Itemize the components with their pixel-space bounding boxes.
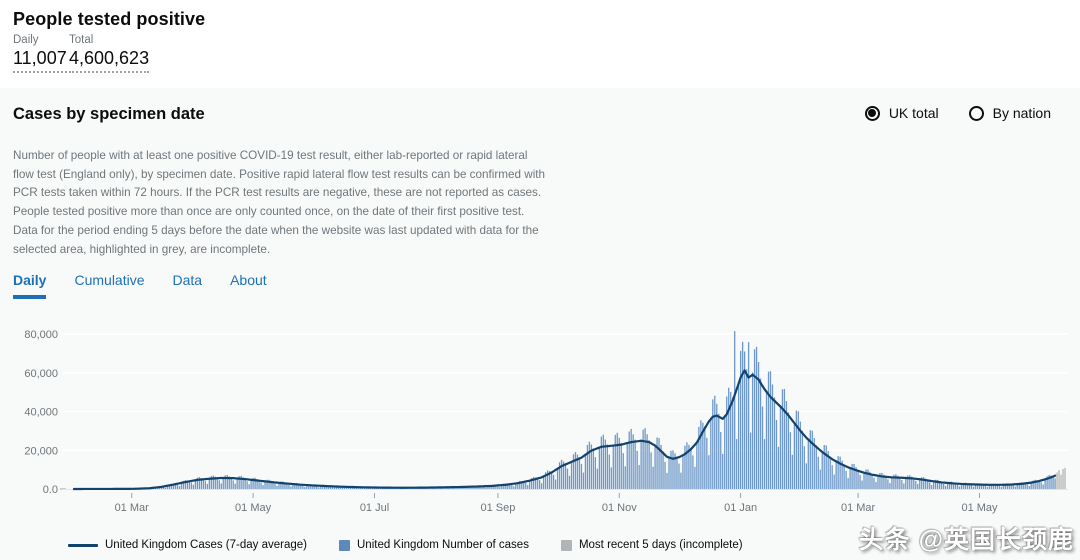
area-toggle-group: UK total By nation xyxy=(864,105,1051,121)
cases-card: Cases by specimen date UK total By natio… xyxy=(0,88,1080,560)
metric-daily: Daily 11,007 xyxy=(13,34,67,73)
legend-item-average-line: United Kingdom Cases (7-day average) xyxy=(68,539,307,551)
svg-text:0.0: 0.0 xyxy=(43,484,58,496)
svg-text:01 Mar: 01 Mar xyxy=(841,502,876,514)
svg-text:01 May: 01 May xyxy=(235,502,272,514)
cases-chart[interactable]: 0.0 20,000 40,000 60,000 80,000 01 Mar 01 May 0… xyxy=(0,314,1080,528)
radio-by-nation[interactable]: By nation xyxy=(968,105,1051,121)
legend-cases-label: United Kingdom Number of cases xyxy=(357,539,529,551)
tab-daily[interactable]: Daily xyxy=(13,272,47,299)
svg-text:01 May: 01 May xyxy=(961,502,998,514)
tab-data[interactable]: Data xyxy=(172,272,203,288)
card-title: Cases by specimen date xyxy=(13,105,205,123)
svg-text:01 Mar: 01 Mar xyxy=(115,502,150,514)
chart-description: Number of people with at least one posit… xyxy=(13,149,546,256)
metric-total: Total 4,600,623 xyxy=(69,34,150,73)
legend-incomplete-swatch-icon xyxy=(560,539,572,551)
summary-header: People tested positive Daily 11,007 Tota… xyxy=(0,0,1080,88)
radio-uk-total-icon[interactable] xyxy=(864,105,880,121)
svg-text:01 Jan: 01 Jan xyxy=(724,502,757,514)
legend-item-cases-bars: United Kingdom Number of cases xyxy=(339,539,529,551)
chart-bars-series[interactable] xyxy=(127,331,1066,490)
svg-text:20,000: 20,000 xyxy=(24,445,58,457)
legend-incomplete-label: Most recent 5 days (incomplete) xyxy=(578,539,743,551)
svg-text:80,000: 80,000 xyxy=(24,329,58,341)
chart-average-line-series[interactable] xyxy=(72,369,1057,491)
watermark: 头条 @英国长颈鹿 xyxy=(858,526,1074,554)
svg-text:40,000: 40,000 xyxy=(24,407,58,419)
svg-text:01 Jul: 01 Jul xyxy=(360,502,389,514)
metric-total-label: Total xyxy=(69,34,94,46)
chart-axes: 0.0 20,000 40,000 60,000 80,000 01 Mar 01 May 0… xyxy=(24,329,1068,514)
page-title: People tested positive xyxy=(13,9,206,29)
svg-text:60,000: 60,000 xyxy=(24,368,58,380)
tab-bar: Daily Cumulative Data About xyxy=(13,272,267,299)
radio-uk-total-label: UK total xyxy=(888,105,939,121)
metric-daily-value[interactable]: 11,007 xyxy=(13,48,67,73)
legend-line-swatch-icon xyxy=(68,543,98,547)
metric-total-value[interactable]: 4,600,623 xyxy=(69,48,150,73)
tab-cumulative[interactable]: Cumulative xyxy=(74,272,145,288)
svg-text:01 Sep: 01 Sep xyxy=(480,502,515,514)
radio-by-nation-label: By nation xyxy=(992,105,1051,121)
chart-gridlines xyxy=(62,333,1068,451)
svg-text:01 Nov: 01 Nov xyxy=(602,502,637,514)
metric-daily-label: Daily xyxy=(13,34,39,46)
chart-legend: United Kingdom Cases (7-day average) Uni… xyxy=(68,539,743,551)
tab-about[interactable]: About xyxy=(230,272,267,288)
legend-cases-swatch-icon xyxy=(339,539,350,551)
cases-chart-svg[interactable]: 0.0 20,000 40,000 60,000 80,000 01 Mar 01 May 0… xyxy=(0,314,1080,528)
radio-by-nation-icon[interactable] xyxy=(968,105,984,121)
legend-item-incomplete: Most recent 5 days (incomplete) xyxy=(560,539,743,551)
radio-uk-total[interactable]: UK total xyxy=(864,105,939,121)
legend-average-label: United Kingdom Cases (7-day average) xyxy=(105,539,307,551)
